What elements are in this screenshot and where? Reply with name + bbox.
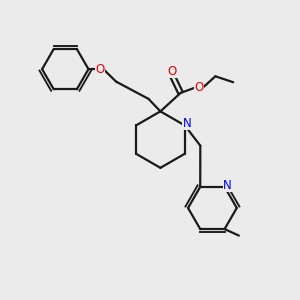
Text: N: N	[223, 179, 232, 192]
Text: O: O	[168, 65, 177, 78]
Text: O: O	[95, 63, 104, 76]
Text: O: O	[194, 81, 204, 94]
Text: N: N	[183, 117, 192, 130]
